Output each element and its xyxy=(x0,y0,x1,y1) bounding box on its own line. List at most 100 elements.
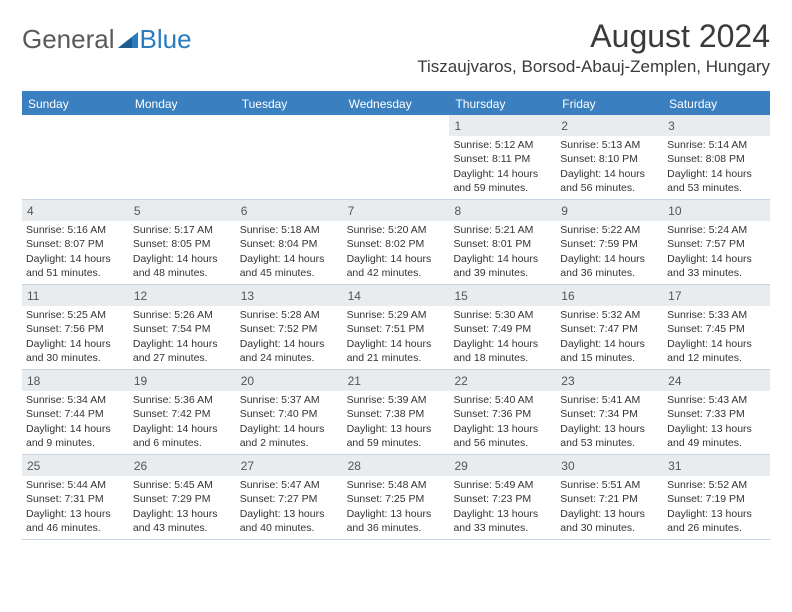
daylight-text: Daylight: 13 hours xyxy=(240,507,339,521)
sunset-text: Sunset: 7:51 PM xyxy=(347,322,446,336)
daylight-text: and 36 minutes. xyxy=(347,521,446,535)
day-number: 12 xyxy=(129,285,236,306)
day-number: 5 xyxy=(129,200,236,221)
day-body: Sunrise: 5:14 AMSunset: 8:08 PMDaylight:… xyxy=(663,138,770,198)
day-header: Monday xyxy=(129,93,236,115)
day-cell: 14 Sunrise: 5:29 AMSunset: 7:51 PMDayligh… xyxy=(343,285,450,369)
day-body: Sunrise: 5:40 AMSunset: 7:36 PMDaylight:… xyxy=(449,393,556,453)
logo: GeneralBlue xyxy=(22,24,192,55)
day-cell: 20Sunrise: 5:37 AMSunset: 7:40 PMDayligh… xyxy=(236,370,343,454)
daylight-text: and 18 minutes. xyxy=(453,351,552,365)
day-number: 31 xyxy=(663,455,770,476)
sunrise-text: Sunrise: 5:30 AM xyxy=(453,308,552,322)
day-cell: 9Sunrise: 5:22 AMSunset: 7:59 PMDaylight… xyxy=(556,200,663,284)
day-number xyxy=(22,115,129,135)
daylight-text: Daylight: 14 hours xyxy=(667,252,766,266)
day-header: Sunday xyxy=(22,93,129,115)
day-number: 10 xyxy=(663,200,770,221)
sunrise-text: Sunrise: 5:51 AM xyxy=(560,478,659,492)
daylight-text: and 56 minutes. xyxy=(560,181,659,195)
daylight-text: Daylight: 14 hours xyxy=(347,337,446,351)
sunrise-text: Sunrise: 5:34 AM xyxy=(26,393,125,407)
sunrise-text: Sunrise: 5:26 AM xyxy=(133,308,232,322)
day-number: 6 xyxy=(236,200,343,221)
month-title: August 2024 xyxy=(417,18,770,55)
day-number: 11 xyxy=(22,285,129,306)
day-number: 14 xyxy=(343,285,450,306)
daylight-text: Daylight: 13 hours xyxy=(560,507,659,521)
sunset-text: Sunset: 8:02 PM xyxy=(347,237,446,251)
sunrise-text: Sunrise: 5:29 AM xyxy=(347,308,446,322)
day-number xyxy=(236,115,343,135)
day-body: Sunrise: 5:24 AMSunset: 7:57 PMDaylight:… xyxy=(663,223,770,283)
day-number: 18 xyxy=(22,370,129,391)
day-body: Sunrise: 5:44 AMSunset: 7:31 PMDaylight:… xyxy=(22,478,129,538)
daylight-text: Daylight: 13 hours xyxy=(133,507,232,521)
day-cell: 6Sunrise: 5:18 AMSunset: 8:04 PMDaylight… xyxy=(236,200,343,284)
daylight-text: and 43 minutes. xyxy=(133,521,232,535)
sunrise-text: Sunrise: 5:44 AM xyxy=(26,478,125,492)
daylight-text: and 2 minutes. xyxy=(240,436,339,450)
day-body: Sunrise: 5:30 AMSunset: 7:49 PMDaylight:… xyxy=(449,308,556,368)
day-cell: 16Sunrise: 5:32 AMSunset: 7:47 PMDayligh… xyxy=(556,285,663,369)
daylight-text: Daylight: 14 hours xyxy=(560,167,659,181)
sunset-text: Sunset: 7:19 PM xyxy=(667,492,766,506)
sunrise-text: Sunrise: 5:20 AM xyxy=(347,223,446,237)
sunset-text: Sunset: 7:33 PM xyxy=(667,407,766,421)
day-number: 16 xyxy=(556,285,663,306)
day-body: Sunrise: 5:20 AMSunset: 8:02 PMDaylight:… xyxy=(343,223,450,283)
sunrise-text: Sunrise: 5:28 AM xyxy=(240,308,339,322)
daylight-text: and 6 minutes. xyxy=(133,436,232,450)
sunset-text: Sunset: 8:04 PM xyxy=(240,237,339,251)
sunrise-text: Sunrise: 5:33 AM xyxy=(667,308,766,322)
daylight-text: Daylight: 14 hours xyxy=(240,337,339,351)
day-number xyxy=(129,115,236,135)
day-number: 24 xyxy=(663,370,770,391)
daylight-text: and 12 minutes. xyxy=(667,351,766,365)
day-body: Sunrise: 5:12 AMSunset: 8:11 PMDaylight:… xyxy=(449,138,556,198)
logo-triangle-icon xyxy=(118,26,140,57)
day-cell-empty xyxy=(129,115,236,199)
sunset-text: Sunset: 7:57 PM xyxy=(667,237,766,251)
daylight-text: Daylight: 14 hours xyxy=(133,252,232,266)
day-number: 4 xyxy=(22,200,129,221)
sunset-text: Sunset: 7:29 PM xyxy=(133,492,232,506)
day-body: Sunrise: 5:48 AMSunset: 7:25 PMDaylight:… xyxy=(343,478,450,538)
day-cell: 7Sunrise: 5:20 AMSunset: 8:02 PMDaylight… xyxy=(343,200,450,284)
day-cell: 18Sunrise: 5:34 AMSunset: 7:44 PMDayligh… xyxy=(22,370,129,454)
day-number: 21 xyxy=(343,370,450,391)
day-cell: 5Sunrise: 5:17 AMSunset: 8:05 PMDaylight… xyxy=(129,200,236,284)
daylight-text: and 40 minutes. xyxy=(240,521,339,535)
sunset-text: Sunset: 7:54 PM xyxy=(133,322,232,336)
day-body: Sunrise: 5:52 AMSunset: 7:19 PMDaylight:… xyxy=(663,478,770,538)
sunset-text: Sunset: 7:40 PM xyxy=(240,407,339,421)
sunrise-text: Sunrise: 5:14 AM xyxy=(667,138,766,152)
daylight-text: and 42 minutes. xyxy=(347,266,446,280)
day-cell: 29Sunrise: 5:49 AMSunset: 7:23 PMDayligh… xyxy=(449,455,556,539)
day-number: 13 xyxy=(236,285,343,306)
day-body: Sunrise: 5:51 AMSunset: 7:21 PMDaylight:… xyxy=(556,478,663,538)
day-number: 2 xyxy=(556,115,663,136)
sunset-text: Sunset: 8:05 PM xyxy=(133,237,232,251)
daylight-text: and 26 minutes. xyxy=(667,521,766,535)
day-body: Sunrise: 5:17 AMSunset: 8:05 PMDaylight:… xyxy=(129,223,236,283)
daylight-text: and 36 minutes. xyxy=(560,266,659,280)
sunrise-text: Sunrise: 5:18 AM xyxy=(240,223,339,237)
calendar-table: SundayMondayTuesdayWednesdayThursdayFrid… xyxy=(22,91,770,540)
sunset-text: Sunset: 7:21 PM xyxy=(560,492,659,506)
sunset-text: Sunset: 7:42 PM xyxy=(133,407,232,421)
daylight-text: and 21 minutes. xyxy=(347,351,446,365)
sunrise-text: Sunrise: 5:25 AM xyxy=(26,308,125,322)
daylight-text: Daylight: 14 hours xyxy=(240,422,339,436)
day-cell: 28Sunrise: 5:48 AMSunset: 7:25 PMDayligh… xyxy=(343,455,450,539)
week-row: 1Sunrise: 5:12 AMSunset: 8:11 PMDaylight… xyxy=(22,115,770,200)
header-row: GeneralBlue August 2024 Tiszaujvaros, Bo… xyxy=(22,18,770,77)
day-number: 3 xyxy=(663,115,770,136)
day-header: Wednesday xyxy=(343,93,450,115)
sunrise-text: Sunrise: 5:13 AM xyxy=(560,138,659,152)
day-number: 7 xyxy=(343,200,450,221)
day-cell-empty xyxy=(236,115,343,199)
daylight-text: Daylight: 13 hours xyxy=(667,422,766,436)
day-number: 1 xyxy=(449,115,556,136)
daylight-text: and 53 minutes. xyxy=(560,436,659,450)
